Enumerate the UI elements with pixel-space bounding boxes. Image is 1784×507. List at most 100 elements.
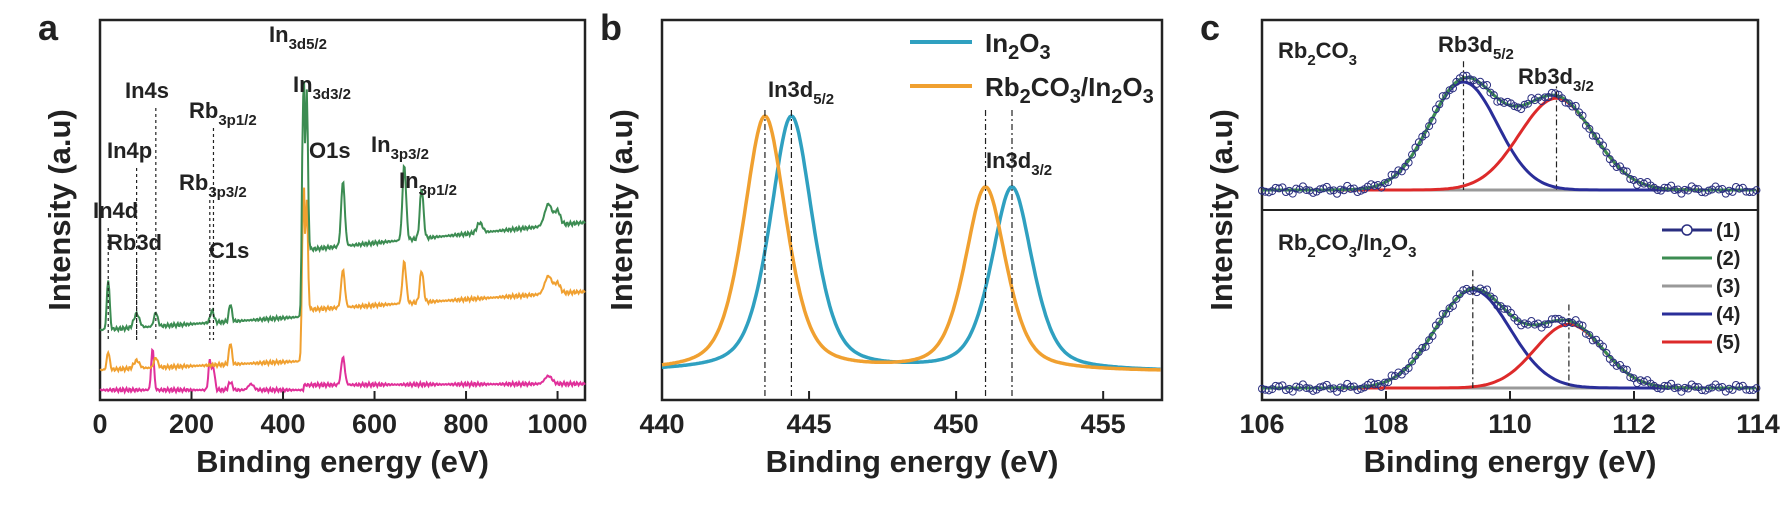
annotation-o1s: O1s bbox=[309, 138, 351, 163]
x-tick-label: 800 bbox=[444, 409, 489, 439]
data-point bbox=[1387, 170, 1396, 179]
data-point bbox=[1575, 320, 1584, 329]
annotation-rb-3p3-2: Rb3p3/2 bbox=[179, 170, 247, 201]
data-point bbox=[1541, 93, 1550, 102]
data-point bbox=[1380, 378, 1389, 387]
data-point bbox=[1602, 348, 1611, 357]
data-point bbox=[1275, 382, 1284, 391]
data-point bbox=[1326, 384, 1335, 393]
y-axis-label: Intensity (a.u) bbox=[42, 109, 77, 311]
x-tick-label: 106 bbox=[1239, 409, 1284, 439]
data-point bbox=[1380, 179, 1389, 188]
x-tick-label: 450 bbox=[934, 409, 979, 439]
data-point bbox=[1435, 317, 1444, 326]
annotation-in4p: In4p bbox=[107, 138, 152, 163]
data-point bbox=[1735, 184, 1744, 193]
data-point bbox=[1612, 163, 1621, 172]
annotation-in-3d5-2: In3d5/2 bbox=[269, 22, 327, 53]
plot-frame bbox=[660, 18, 1164, 402]
fit-envelope bbox=[1262, 75, 1756, 192]
data-point bbox=[1353, 188, 1362, 197]
legend-label-3: (3) bbox=[1716, 276, 1740, 298]
panel-a: 0 200 400 600 800 1000 Binding energy (eV) Inte… bbox=[38, 7, 588, 479]
annotation-rb3d: Rb3d bbox=[107, 230, 162, 255]
data-point bbox=[1421, 342, 1430, 351]
plot-frame bbox=[98, 18, 587, 402]
data-point bbox=[1404, 158, 1413, 167]
annotation-in4d: In4d bbox=[93, 198, 138, 223]
data-point bbox=[1275, 184, 1284, 193]
data-point bbox=[1292, 184, 1301, 193]
label-in3d3-2: In3d3/2 bbox=[986, 148, 1052, 179]
data-point bbox=[1421, 130, 1430, 139]
x-tick-label: 112 bbox=[1612, 409, 1656, 439]
data-point bbox=[1691, 184, 1700, 193]
data-point bbox=[1302, 185, 1311, 194]
data-point bbox=[1670, 384, 1679, 393]
data-point bbox=[1520, 100, 1529, 109]
data-point bbox=[1725, 186, 1734, 195]
data-point bbox=[1704, 384, 1713, 393]
y-axis-label: Intensity (a.u) bbox=[1204, 109, 1239, 311]
x-tick-label: 110 bbox=[1488, 409, 1532, 439]
data-point bbox=[1483, 80, 1492, 89]
annotation-rb-3p1-2: Rb3p1/2 bbox=[189, 98, 257, 129]
data-point bbox=[1264, 188, 1273, 197]
data-point bbox=[1479, 81, 1488, 90]
data-point bbox=[1680, 383, 1689, 392]
legend-label-in2o3: In2O3 bbox=[985, 28, 1051, 64]
series-magenta bbox=[99, 347, 586, 395]
data-point bbox=[1448, 84, 1457, 93]
data-point bbox=[1483, 285, 1492, 294]
data-point bbox=[1714, 383, 1723, 392]
data-point bbox=[1489, 294, 1498, 303]
data-point bbox=[1448, 301, 1457, 310]
legend-label-2: (2) bbox=[1716, 248, 1740, 270]
data-point bbox=[1384, 378, 1393, 387]
data-point bbox=[1571, 101, 1580, 110]
data-point bbox=[1578, 111, 1587, 120]
subpanel-rb2co3-in2o3 bbox=[1258, 270, 1761, 396]
data-point bbox=[1714, 185, 1723, 194]
data-point bbox=[1466, 75, 1475, 84]
x-tick-label: 1000 bbox=[528, 409, 588, 439]
data-point bbox=[1302, 383, 1311, 392]
data-point bbox=[1602, 148, 1611, 157]
data-point bbox=[1588, 336, 1597, 345]
subpanel-title-rb2co3-in2o3: Rb2CO3/In2O3 bbox=[1278, 230, 1417, 261]
data-point bbox=[1622, 167, 1631, 176]
data-point bbox=[1428, 332, 1437, 341]
data-point bbox=[1418, 343, 1427, 352]
x-axis-label: Binding energy (eV) bbox=[766, 444, 1059, 479]
x-tick-label: 440 bbox=[639, 409, 684, 439]
panel-letter: b bbox=[600, 7, 622, 48]
x-tick-label: 0 bbox=[92, 409, 107, 439]
label-in3d5-2: In3d5/2 bbox=[768, 77, 834, 108]
legend-label-rb2co3-in2o3: Rb2CO3/In2O3 bbox=[985, 72, 1154, 108]
data-point bbox=[1408, 357, 1417, 366]
data-point bbox=[1384, 178, 1393, 187]
label-rb3d5-2: Rb3d5/2 bbox=[1438, 32, 1514, 63]
series-green bbox=[99, 81, 586, 334]
annotation-in-3p1-2: In3p1/2 bbox=[399, 168, 457, 199]
data-point bbox=[1438, 309, 1447, 318]
data-point bbox=[1725, 384, 1734, 393]
data-point bbox=[1336, 185, 1345, 194]
series-orange bbox=[99, 187, 586, 374]
annotation-in-3p3-2: In3p3/2 bbox=[371, 132, 429, 163]
data-point bbox=[1588, 131, 1597, 140]
x-tick-label: 455 bbox=[1081, 409, 1126, 439]
data-point bbox=[1622, 365, 1631, 374]
legend: In2O3 Rb2CO3/In2O3 bbox=[910, 28, 1154, 108]
data-point bbox=[1561, 98, 1570, 107]
data-point bbox=[1585, 124, 1594, 133]
data-point bbox=[1752, 384, 1761, 393]
data-point bbox=[1336, 383, 1345, 392]
data-point bbox=[1680, 185, 1689, 194]
data-point bbox=[1394, 166, 1403, 175]
data-point bbox=[1387, 371, 1396, 380]
data-point bbox=[1438, 92, 1447, 101]
annotation-in-3d3-2: In3d3/2 bbox=[293, 72, 351, 103]
data-point bbox=[1370, 380, 1379, 389]
data-point bbox=[1523, 99, 1532, 108]
